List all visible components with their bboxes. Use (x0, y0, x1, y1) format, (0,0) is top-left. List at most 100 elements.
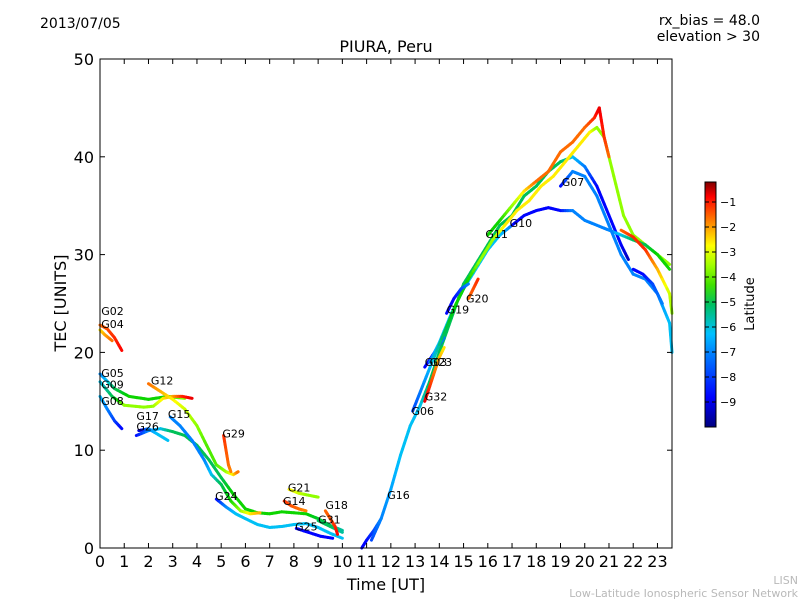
parameters-label: rx_bias = 48.0 elevation > 30 (657, 13, 760, 45)
x-tick-label: 17 (502, 552, 522, 571)
colorbar-label: Latitude (743, 277, 758, 331)
credits-short: LISN (773, 574, 798, 587)
y-tick-label: 0 (84, 539, 94, 558)
x-axis-ticks: 0 1 2 3 4 5 6 7 8 9 10 11 12 13 14 15 16 17 18 19 20 21 22 23 (95, 59, 668, 571)
colorbar (704, 181, 717, 428)
series-g18 (323, 509, 340, 536)
series-g11 (486, 106, 611, 237)
series-g12 (146, 382, 240, 477)
x-tick-label: 3 (168, 552, 178, 571)
satellite-label: G08 (101, 395, 124, 408)
x-tick-label: 15 (453, 552, 473, 571)
satellite-label: G18 (325, 499, 348, 512)
series-g32 (423, 346, 446, 403)
credits-long: Low-Latitude Ionospheric Sensor Network (569, 587, 798, 600)
satellite-label: G05 (101, 367, 124, 380)
satellite-label: G26 (136, 421, 159, 434)
rx-bias-label: rx_bias = 48.0 (658, 13, 760, 29)
series-segment (658, 298, 664, 305)
series-segment (625, 255, 630, 261)
satellite-label: G06 (411, 405, 434, 418)
satellite-label: G03 (425, 356, 448, 369)
series-segment (338, 535, 344, 540)
series-g15 (168, 415, 262, 516)
x-tick-label: 23 (647, 552, 667, 571)
x-tick-label: 5 (216, 552, 226, 571)
y-tick-label: 30 (74, 246, 94, 265)
colorbar-tick-label: −8 (720, 371, 736, 384)
chart-title: PIURA, Peru (339, 37, 432, 56)
x-tick-label: 11 (356, 552, 376, 571)
satellite-label: G20 (466, 293, 489, 306)
satellite-label: G32 (425, 390, 448, 403)
satellite-label: G25 (295, 520, 318, 533)
series-g10 (510, 206, 672, 271)
x-tick-label: 16 (478, 552, 498, 571)
series-g28 (631, 267, 664, 305)
series-g14 (282, 499, 308, 513)
satellite-label: G29 (222, 427, 245, 440)
colorbar-tick-label: −3 (720, 246, 736, 259)
series-g21 (287, 487, 320, 499)
colorbar-tick-label: −9 (720, 396, 736, 409)
series-segment (118, 346, 124, 352)
elevation-label: elevation > 30 (656, 29, 760, 45)
satellite-label: G12 (151, 375, 174, 388)
colorbar-ticks: −1 −2 −3 −4 −5 −6 −7 −8 −9 (705, 196, 736, 409)
satellite-label: G23 (430, 356, 453, 369)
x-tick-label: 13 (405, 552, 425, 571)
x-tick-label: 9 (313, 552, 323, 571)
x-tick-label: 1 (119, 552, 129, 571)
series-segment (118, 425, 124, 431)
x-axis-label: Time [UT] (346, 575, 425, 594)
satellite-label: G04 (101, 318, 124, 331)
x-tick-label: 21 (599, 552, 619, 571)
x-tick-label: 6 (240, 552, 250, 571)
colorbar-tick-label: −2 (720, 221, 736, 234)
series-g16b (369, 155, 630, 542)
series-segment (109, 337, 114, 343)
x-tick-label: 18 (526, 552, 546, 571)
series-g26 (137, 427, 170, 442)
y-axis-ticks: 0 10 20 30 40 50 (74, 50, 672, 558)
x-tick-label: 14 (429, 552, 449, 571)
series-segment (475, 277, 480, 283)
series-g20 (466, 277, 480, 301)
colorbar-tick-label: −7 (720, 346, 736, 359)
series-segment (441, 346, 446, 351)
series-g08 (98, 394, 124, 431)
satellite-label: G14 (283, 495, 306, 508)
credits: LISN Low-Latitude Ionospheric Sensor Net… (569, 574, 798, 600)
y-tick-label: 10 (74, 441, 94, 460)
series-g24 (214, 497, 344, 540)
x-tick-label: 2 (143, 552, 153, 571)
series-segment (235, 470, 240, 474)
satellite-label: G21 (288, 481, 311, 494)
satellite-label: G09 (101, 379, 124, 392)
series-segment (164, 437, 170, 442)
series-layer (98, 106, 674, 550)
satellite-label: G17 (136, 410, 159, 423)
series-segment (665, 264, 672, 271)
x-tick-label: 7 (265, 552, 275, 571)
date-label: 2013/07/05 (40, 16, 121, 32)
x-tick-label: 20 (575, 552, 595, 571)
series-segment (665, 260, 672, 266)
plot-frame (99, 58, 673, 549)
x-tick-label: 12 (381, 552, 401, 571)
satellite-label: G15 (168, 408, 191, 421)
y-tick-label: 40 (74, 148, 94, 167)
series-segment (606, 151, 611, 159)
x-tick-label: 22 (623, 552, 643, 571)
colorbar-tick-label: −5 (720, 296, 736, 309)
satellite-label: G16 (387, 489, 410, 502)
satellite-label: G11 (485, 228, 508, 241)
series-segment (338, 529, 344, 534)
satellite-label: G07 (562, 176, 585, 189)
x-tick-label: 8 (289, 552, 299, 571)
colorbar-tick-label: −1 (720, 196, 736, 209)
colorbar-tick-label: −4 (720, 271, 736, 284)
series-g04 (98, 328, 114, 343)
